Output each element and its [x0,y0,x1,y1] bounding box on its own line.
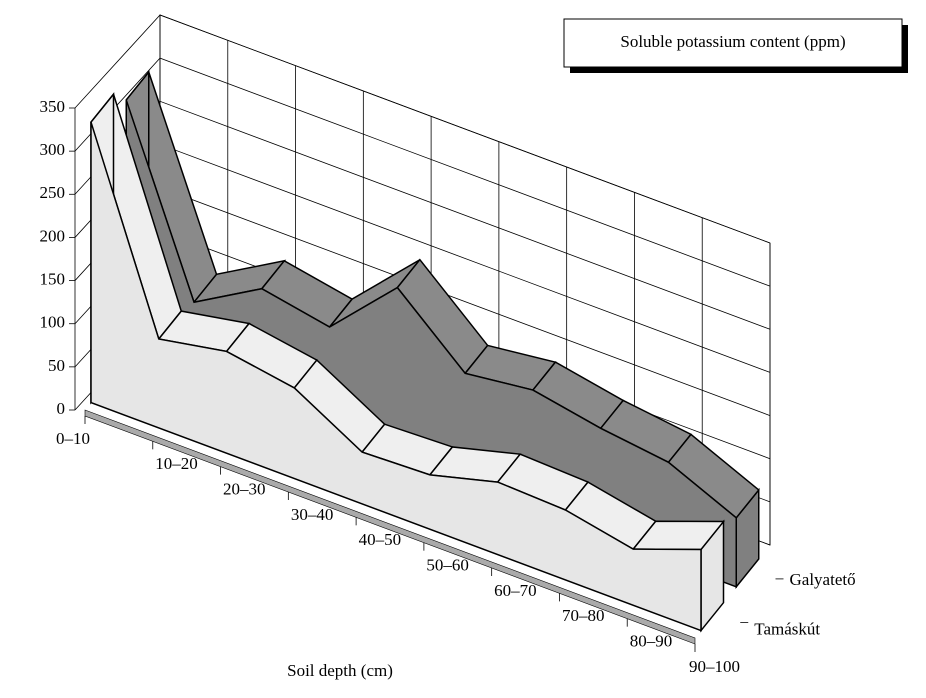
y-tick-label: 50 [48,356,65,375]
y-tick-label: 250 [40,183,66,202]
y-tick-label: 350 [40,97,66,116]
y-tick-label: 0 [57,399,66,418]
y-tick-label: 200 [40,226,66,245]
x-tick-label: 20–30 [223,480,266,499]
area-front [90,121,702,632]
y-tick-label: 100 [40,313,66,332]
x-tick-label: 80–90 [630,632,673,651]
chart-title: Soluble potassium content (ppm) [620,32,845,51]
series-label: Galyatető [790,570,856,589]
x-tick-label: 50–60 [426,556,469,575]
x-tick-label: 40–50 [359,530,402,549]
x-tick-label: 10–20 [155,454,198,473]
title-box [563,18,903,68]
y-tick-label: 300 [40,140,66,159]
y-tick-label: 150 [40,269,66,288]
x-tick-label: 60–70 [494,581,537,600]
x-axis-label: Soil depth (cm) [287,661,393,680]
x-tick-label: 70–80 [562,606,605,625]
series-label: Tamáskút [754,620,820,639]
x-tick-label: 0–10 [56,429,90,448]
area-front [125,99,737,588]
x-tick-label: 30–40 [291,505,334,524]
x-tick-label: 90–100 [689,657,740,676]
